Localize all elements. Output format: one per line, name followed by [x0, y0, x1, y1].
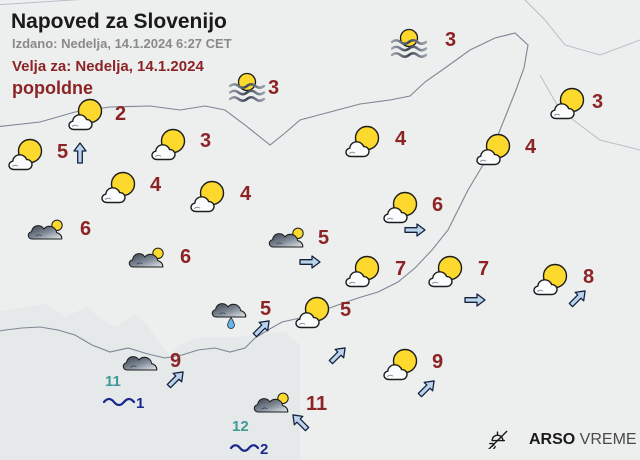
svg-text:11: 11 [306, 393, 327, 415]
svg-text:6: 6 [80, 218, 91, 240]
svg-text:3: 3 [268, 77, 279, 99]
svg-text:8: 8 [583, 266, 594, 288]
svg-text:4: 4 [150, 174, 162, 196]
svg-text:12: 12 [232, 418, 249, 435]
svg-text:5: 5 [260, 298, 271, 320]
svg-text:5: 5 [340, 299, 351, 321]
svg-text:3: 3 [200, 130, 211, 152]
svg-text:7: 7 [395, 258, 406, 280]
svg-text:5: 5 [57, 141, 68, 163]
svg-text:1: 1 [136, 395, 144, 412]
svg-text:11: 11 [105, 373, 121, 390]
svg-text:4: 4 [525, 136, 537, 158]
svg-text:4: 4 [395, 128, 407, 150]
svg-text:6: 6 [180, 246, 191, 268]
svg-text:9: 9 [170, 350, 181, 372]
svg-text:9: 9 [432, 351, 443, 373]
svg-text:7: 7 [478, 258, 489, 280]
svg-text:2: 2 [260, 441, 268, 458]
svg-text:6: 6 [432, 194, 443, 216]
svg-text:2: 2 [115, 103, 126, 125]
svg-text:4: 4 [240, 183, 252, 205]
svg-text:5: 5 [318, 227, 329, 249]
svg-text:3: 3 [445, 29, 456, 51]
svg-text:3: 3 [592, 91, 603, 113]
